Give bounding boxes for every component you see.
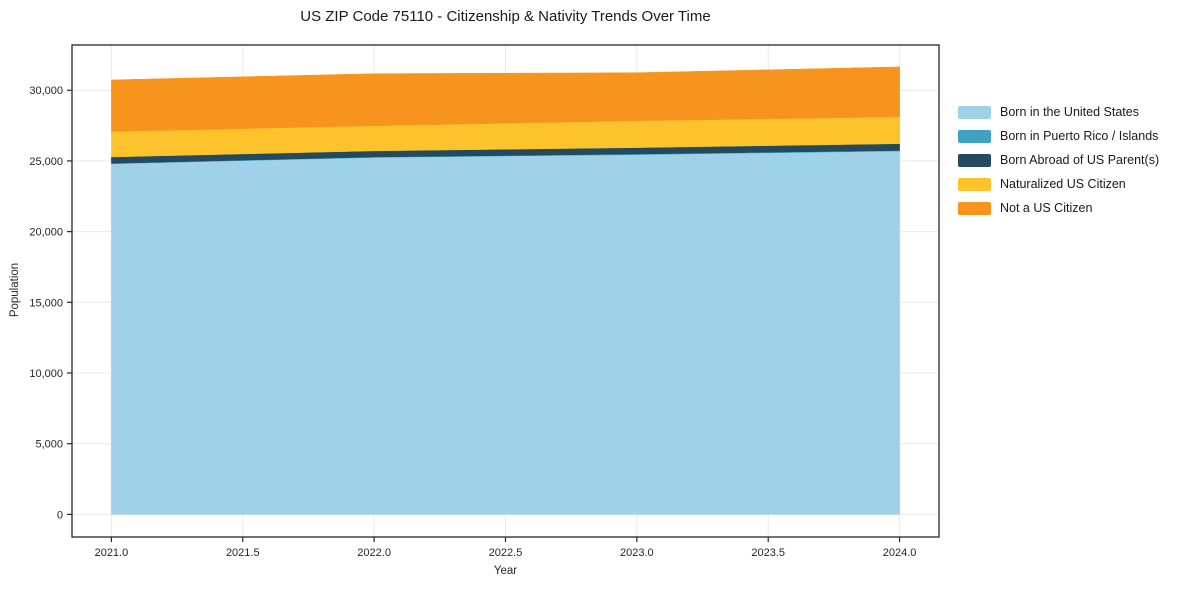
x-tick-label: 2022.5 xyxy=(489,547,523,559)
x-tick-label: 2021.5 xyxy=(226,547,260,559)
legend: Born in the United States Born in Puerto … xyxy=(958,100,1159,220)
y-tick-label: 15,000 xyxy=(29,297,63,309)
x-tick-label: 2022.0 xyxy=(357,547,391,559)
legend-label: Naturalized US Citizen xyxy=(1000,177,1126,191)
y-tick-label: 20,000 xyxy=(29,227,63,239)
legend-label: Not a US Citizen xyxy=(1000,201,1093,215)
x-tick-label: 2023.0 xyxy=(620,547,654,559)
y-tick-label: 30,000 xyxy=(29,85,63,97)
y-tick-label: 5,000 xyxy=(35,439,63,451)
legend-item: Born in Puerto Rico / Islands xyxy=(958,124,1159,148)
x-tick-label: 2021.0 xyxy=(95,547,129,559)
legend-label: Born in Puerto Rico / Islands xyxy=(1000,129,1159,143)
x-tick-label: 2023.5 xyxy=(751,547,785,559)
area-series xyxy=(111,150,900,515)
legend-item: Born Abroad of US Parent(s) xyxy=(958,148,1159,172)
legend-swatch xyxy=(958,153,991,167)
area-series xyxy=(111,66,900,132)
legend-item: Born in the United States xyxy=(958,100,1159,124)
legend-label: Born in the United States xyxy=(1000,105,1139,119)
legend-swatch xyxy=(958,129,991,143)
legend-swatch xyxy=(958,177,991,191)
y-tick-label: 10,000 xyxy=(29,368,63,380)
x-tick-label: 2024.0 xyxy=(883,547,917,559)
y-tick-label: 25,000 xyxy=(29,156,63,168)
legend-label: Born Abroad of US Parent(s) xyxy=(1000,153,1160,167)
y-axis-label: Population xyxy=(9,262,21,318)
y-tick-label: 0 xyxy=(57,509,63,521)
legend-item: Naturalized US Citizen xyxy=(958,172,1159,196)
legend-item: Not a US Citizen xyxy=(958,196,1159,220)
legend-swatch xyxy=(958,201,991,215)
legend-swatch xyxy=(958,105,991,119)
x-axis-label: Year xyxy=(493,565,518,577)
chart-title: US ZIP Code 75110 - Citizenship & Nativi… xyxy=(300,8,711,25)
